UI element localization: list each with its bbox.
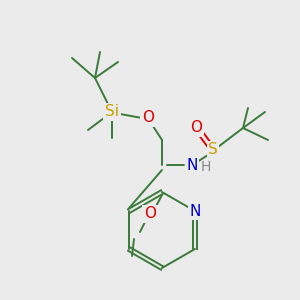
Text: S: S [208,142,218,158]
Text: Si: Si [105,104,119,119]
Text: O: O [190,121,202,136]
Text: N: N [189,203,201,218]
Text: O: O [144,206,156,221]
Text: N: N [186,158,198,172]
Text: H: H [201,160,211,174]
Text: O: O [142,110,154,125]
